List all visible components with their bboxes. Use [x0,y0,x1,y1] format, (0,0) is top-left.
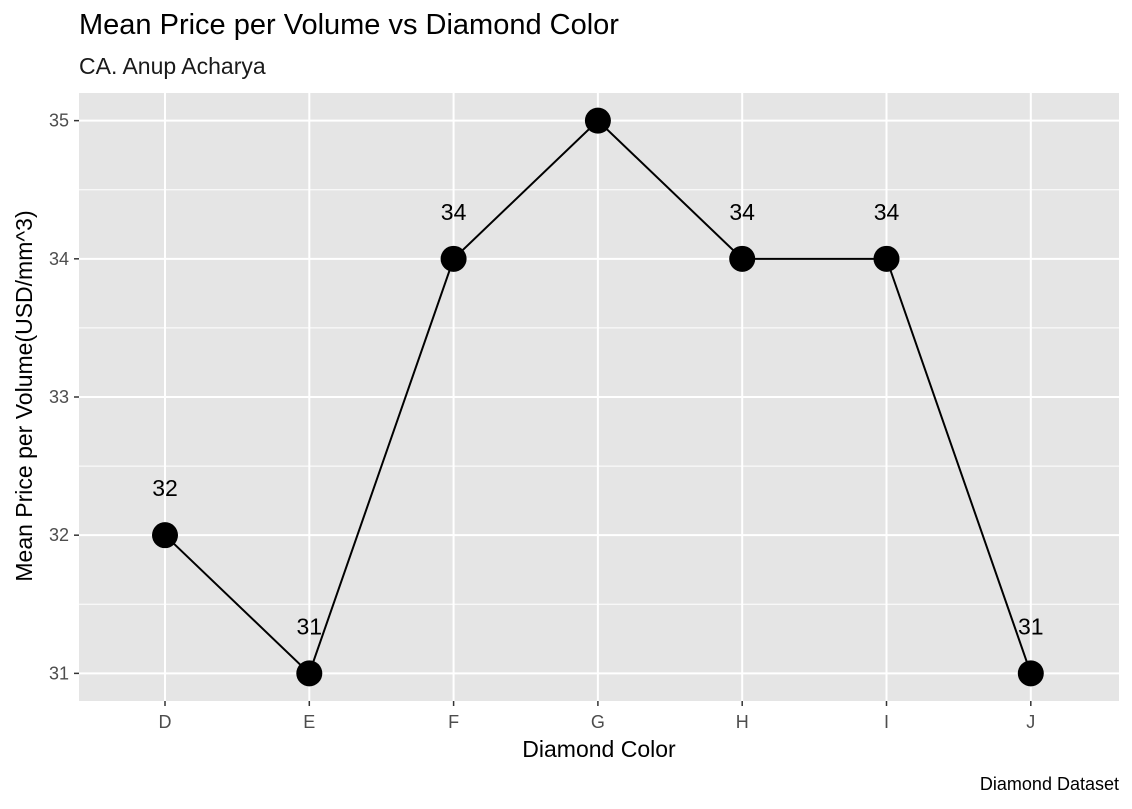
x-tick-label: D [159,712,172,732]
x-axis-title: Diamond Color [522,736,676,762]
data-label: 31 [1018,613,1044,639]
data-point [440,245,467,272]
x-tick-label: G [591,712,605,732]
points-group [152,107,1044,687]
data-label: 34 [441,199,467,225]
y-tick-label: 35 [49,111,69,131]
y-tick-label: 33 [49,387,69,407]
data-point [873,245,900,272]
chart-title: Mean Price per Volume vs Diamond Color [79,9,619,41]
chart-caption: Diamond Dataset [979,774,1119,794]
data-label: 32 [152,475,178,501]
chart-subtitle: CA. Anup Acharya [79,53,266,79]
data-point [152,522,178,549]
grid-minor [79,189,1119,605]
y-tick-label: 31 [49,663,69,683]
y-tick-label: 34 [49,249,69,269]
x-tick-labels: D E F G H I J [159,712,1036,732]
data-point [729,245,756,272]
axis-ticks [74,119,1032,706]
x-tick-label: F [448,712,459,732]
data-label: 31 [297,613,323,639]
data-label: 34 [729,199,755,225]
y-axis-title: Mean Price per Volume(USD/mm^3) [11,210,37,582]
data-label: 34 [874,199,900,225]
y-tick-labels: 31 32 33 34 35 [49,111,69,684]
data-point [296,660,323,687]
x-tick-label: J [1026,712,1035,732]
data-point [1017,660,1044,687]
x-tick-label: I [884,712,889,732]
x-tick-label: H [736,712,749,732]
y-tick-label: 32 [49,525,69,545]
data-labels-group: 32 31 34 34 34 31 [152,199,1043,640]
data-point [584,107,611,134]
x-tick-label: E [303,712,315,732]
